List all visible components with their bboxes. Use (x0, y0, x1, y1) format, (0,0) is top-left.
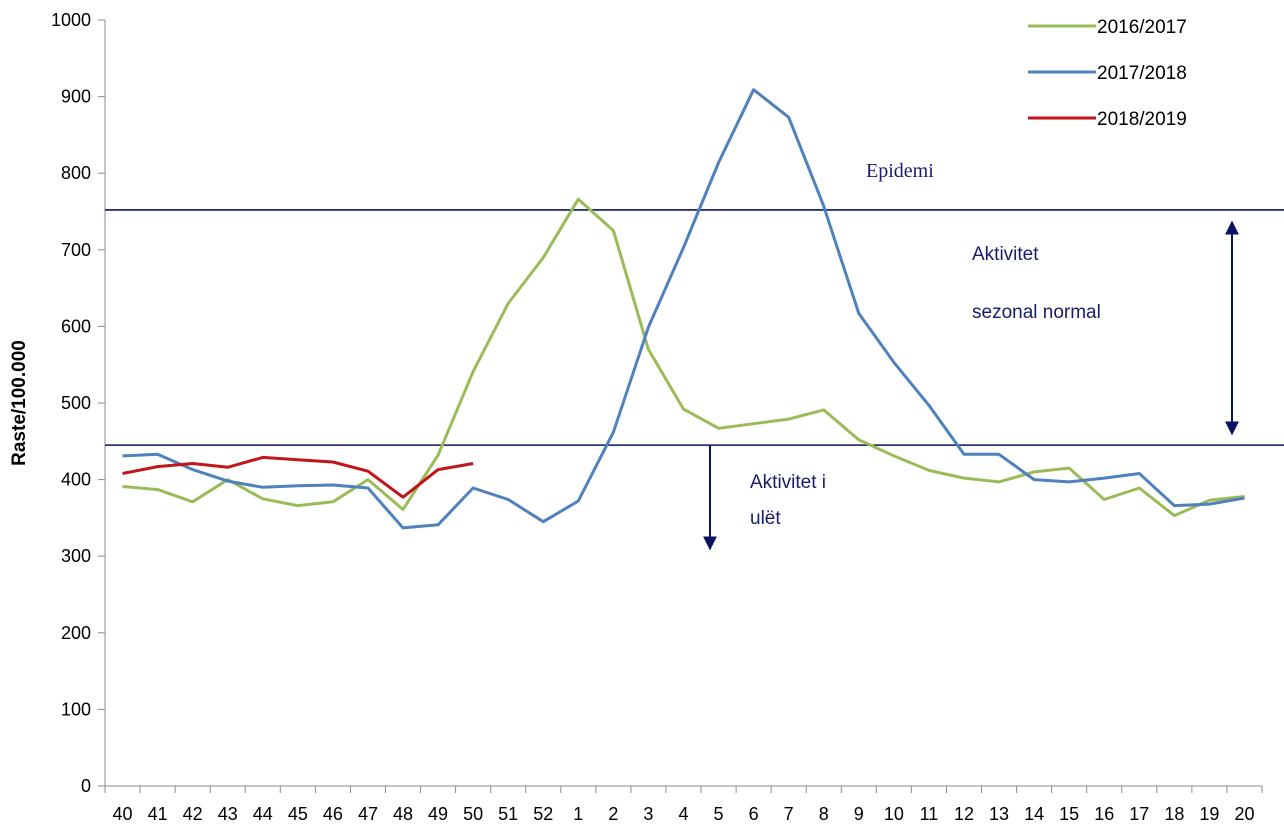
y-tick-label: 800 (61, 163, 91, 183)
x-tick-label: 8 (819, 804, 829, 824)
x-tick-label: 45 (288, 804, 308, 824)
legend-label: 2017/2018 (1097, 63, 1187, 84)
y-axis-title: Raste/100.000 (9, 340, 30, 466)
annotations: Epidemi Aktivitet sezonal normal Aktivit… (750, 160, 1101, 529)
annotation-low-line1: Aktivitet i (750, 472, 826, 493)
series-line-1 (122, 88, 1245, 530)
y-tick-label: 400 (61, 470, 91, 490)
series-line-2 (122, 455, 474, 499)
y-tick-label: 700 (61, 240, 91, 260)
x-tick-label: 49 (428, 804, 448, 824)
y-ticks: 0 100 200 300 400 500 600 700 800 900 1000 (51, 10, 105, 796)
x-tick-label: 17 (1129, 804, 1149, 824)
x-tick-label: 9 (854, 804, 864, 824)
y-tick-label: 900 (61, 87, 91, 107)
annotation-normal-line2: sezonal normal (972, 302, 1101, 323)
x-tick-label: 15 (1059, 804, 1079, 824)
x-tick-label: 41 (148, 804, 168, 824)
series-lines (122, 88, 1245, 530)
x-tick-label: 14 (1024, 804, 1044, 824)
x-tick-label: 12 (954, 804, 974, 824)
y-tick-label: 500 (61, 393, 91, 413)
x-tick-label: 42 (183, 804, 203, 824)
x-tick-label: 3 (643, 804, 653, 824)
y-tick-label: 300 (61, 546, 91, 566)
x-tick-label: 7 (784, 804, 794, 824)
x-tick-label: 48 (393, 804, 413, 824)
legend-label: 2016/2017 (1097, 17, 1187, 38)
annotation-epidemi: Epidemi (866, 160, 934, 182)
x-tick-label: 50 (463, 804, 483, 824)
x-tick-label: 5 (714, 804, 724, 824)
y-tick-label: 1000 (51, 10, 91, 30)
x-tick-label: 1 (573, 804, 583, 824)
annotation-low-line2: ulët (750, 508, 781, 529)
legend: 2016/2017 2017/2018 2018/2019 (1028, 17, 1187, 130)
x-tick-label: 20 (1234, 804, 1254, 824)
x-tick-label: 18 (1164, 804, 1184, 824)
series-line-0 (122, 197, 1245, 518)
y-tick-label: 200 (61, 623, 91, 643)
x-tick-label: 46 (323, 804, 343, 824)
x-tick-label: 16 (1094, 804, 1114, 824)
annotation-normal-line1: Aktivitet (972, 244, 1039, 265)
x-tick-label: 52 (533, 804, 553, 824)
x-tick-label: 10 (884, 804, 904, 824)
y-tick-label: 100 (61, 699, 91, 719)
x-tick-label: 44 (253, 804, 273, 824)
x-ticks: 40 41 42 43 44 45 46 47 48 49 50 51 52 1 2 3 4 5 6 7 8 9 10 11 1… (104, 786, 1263, 824)
x-tick-label: 51 (498, 804, 518, 824)
x-tick-label: 40 (113, 804, 133, 824)
legend-label: 2018/2019 (1097, 109, 1187, 130)
x-tick-label: 2 (608, 804, 618, 824)
x-tick-label: 13 (989, 804, 1009, 824)
x-tick-label: 47 (358, 804, 378, 824)
annotation-arrows (703, 220, 1239, 551)
x-tick-label: 6 (749, 804, 759, 824)
threshold-lines (105, 209, 1284, 446)
x-tick-label: 43 (218, 804, 238, 824)
x-tick-label: 4 (678, 804, 688, 824)
y-tick-label: 600 (61, 316, 91, 336)
x-tick-label: 19 (1199, 804, 1219, 824)
x-tick-label: 11 (920, 804, 939, 824)
y-tick-label: 0 (81, 776, 91, 796)
